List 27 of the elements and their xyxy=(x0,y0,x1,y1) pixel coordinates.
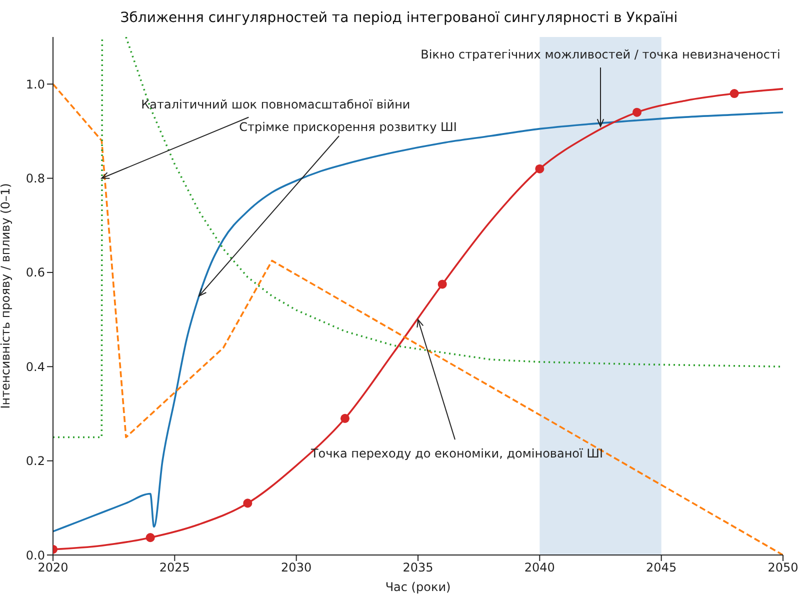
y-tick-label: 0.8 xyxy=(26,172,45,186)
point xyxy=(438,280,447,289)
annotation: Вікно стратегічних можливостей / точка невизначеності xyxy=(420,47,780,62)
point xyxy=(730,89,739,98)
point xyxy=(243,498,252,508)
x-axis-title: Час (роки) xyxy=(385,580,451,594)
y-tick-label: 0.4 xyxy=(26,360,45,374)
x-tick-label: 2020 xyxy=(38,560,68,575)
point xyxy=(340,414,350,423)
y-tick-label: 0.0 xyxy=(26,548,45,562)
annotation: Каталітичний шок повномасштабної війни xyxy=(141,97,410,112)
point xyxy=(535,164,544,174)
x-tick-label: 2050 xyxy=(768,560,798,575)
point xyxy=(632,108,642,117)
y-tick-label: 1.0 xyxy=(26,77,45,92)
annotation: Стрімке прискорення розвитку ШІ xyxy=(239,120,457,134)
x-tick-label: 2025 xyxy=(159,560,190,575)
y-tick-label: 0.2 xyxy=(26,454,45,468)
x-tick-label: 2040 xyxy=(524,560,555,575)
point xyxy=(146,533,155,542)
annotation: Точка переходу до економіки, домінованої ШІ xyxy=(310,446,604,461)
x-tick-label: 2035 xyxy=(402,560,434,575)
y-tick-label: 0.6 xyxy=(26,266,45,280)
x-tick-label: 2045 xyxy=(646,560,677,575)
chart-title: Зближення сингулярностей та період інтегрованої сингулярності в Україні xyxy=(119,10,679,26)
x-tick-label: 2030 xyxy=(281,560,312,575)
y-axis-title: Інтенсивність прояву / впливу (0–1) xyxy=(0,183,12,409)
